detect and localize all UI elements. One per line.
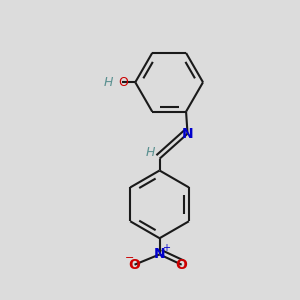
- Text: H: H: [104, 76, 113, 89]
- Text: O: O: [118, 76, 128, 89]
- Text: H: H: [146, 146, 155, 159]
- Text: O: O: [129, 258, 140, 272]
- Text: N: N: [154, 248, 165, 261]
- Text: +: +: [162, 243, 170, 253]
- Text: −: −: [124, 253, 134, 263]
- Text: O: O: [176, 258, 188, 272]
- Text: N: N: [182, 127, 194, 141]
